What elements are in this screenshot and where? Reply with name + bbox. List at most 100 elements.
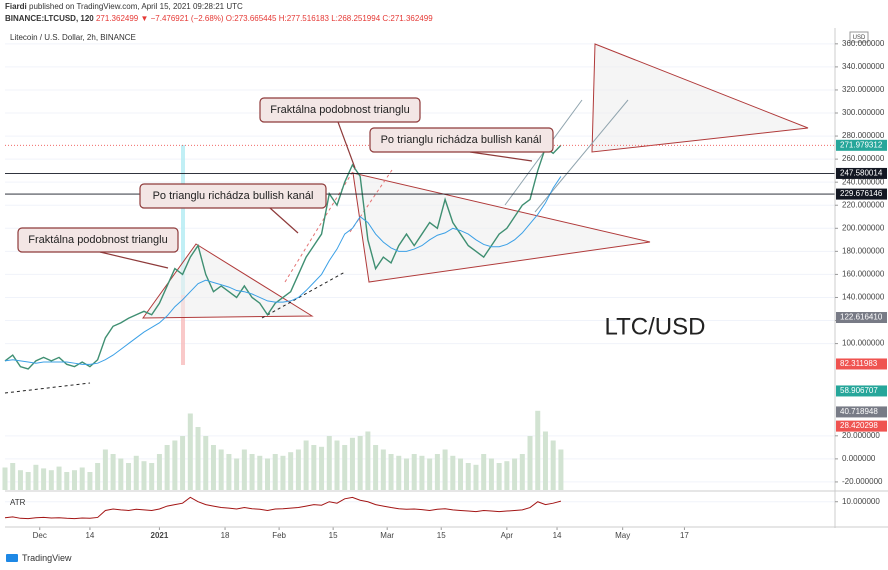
x-tick-label: 17 xyxy=(680,531,689,540)
volume-bar xyxy=(249,454,255,490)
y-tick-label: 0.000000 xyxy=(842,454,876,463)
volume-bar xyxy=(257,455,263,490)
volume-bar xyxy=(25,472,31,490)
logo xyxy=(6,554,18,562)
volume-bar xyxy=(164,445,170,490)
volume-bar xyxy=(488,458,494,490)
currency: USD xyxy=(853,35,866,41)
volume-bar xyxy=(373,445,379,490)
x-tick-label: 15 xyxy=(329,531,338,540)
price-tag xyxy=(836,188,887,200)
volume-bar xyxy=(56,466,62,490)
volume-bar xyxy=(311,445,317,490)
brand: TradingView xyxy=(22,553,72,563)
volume-bar xyxy=(558,449,564,490)
annotation: Po trianglu richádza bullish kanál xyxy=(381,134,542,146)
volume-bar xyxy=(458,458,464,490)
callout: Po trianglu richádza bullish kanál xyxy=(139,183,327,234)
y-tick-label: 20.000000 xyxy=(842,431,880,440)
volume-bar xyxy=(496,463,502,490)
volume-bar xyxy=(419,455,425,490)
highlight-band xyxy=(181,145,185,295)
volume-bar xyxy=(41,468,47,490)
axis: Dec 14 2021 18 Feb 15 Mar 15 Apr 14 May 17 360.00000… xyxy=(33,39,887,540)
price-tag-label: 229.676146 xyxy=(840,189,883,198)
volume-bar xyxy=(180,436,186,490)
grid xyxy=(5,43,835,530)
dashed-line xyxy=(4,382,91,394)
price-tag xyxy=(836,385,887,397)
x-tick-label: Dec xyxy=(33,531,47,540)
x-tick-label: 2021 xyxy=(151,531,169,540)
volume-bar xyxy=(48,470,54,490)
y-tick-label: 260.000000 xyxy=(842,154,885,163)
annotation: Po trianglu richádza bullish kanál xyxy=(153,190,314,202)
series-line xyxy=(4,144,562,370)
price-tag-label: 271.979312 xyxy=(840,140,883,149)
footer: TradingView xyxy=(6,553,72,563)
volume-bar xyxy=(95,463,101,490)
volume-bar xyxy=(527,436,533,490)
price-tag-label: 28.420298 xyxy=(840,421,878,430)
volume-bar xyxy=(79,467,85,490)
x-tick-label: Apr xyxy=(501,531,514,540)
volume-bar xyxy=(241,449,247,490)
callout: Po trianglu richádza bullish kanál xyxy=(369,127,554,162)
volume-bar xyxy=(326,436,332,490)
x-tick-label: May xyxy=(615,531,630,540)
price-tag xyxy=(836,167,887,179)
x-tick-label: 18 xyxy=(221,531,230,540)
volume-bar xyxy=(226,454,232,490)
price-tag xyxy=(836,139,887,151)
y-tick-label: 10.000000 xyxy=(842,497,880,506)
symbol: BINANCE:LTCUSD, 120 xyxy=(5,14,94,23)
price-change: 271.362499 ▼ −7.476921 (−2.68%) xyxy=(95,14,224,23)
y-tick-label: 320.000000 xyxy=(842,85,885,94)
volume-bar xyxy=(411,454,417,490)
volume-bar xyxy=(388,454,394,490)
volume-bar xyxy=(334,440,340,490)
volume-bar xyxy=(195,427,201,490)
volume-bar xyxy=(319,446,325,490)
price-tag-label: 247.580014 xyxy=(840,169,883,178)
header-line: Fiardi published on TradingView.com, Apr… xyxy=(5,2,243,11)
volume-bar xyxy=(2,467,8,490)
volume-bar xyxy=(403,458,409,490)
volume-bar xyxy=(265,458,271,490)
volume-bar xyxy=(172,440,178,490)
volume-bar xyxy=(303,440,309,490)
price-tag-label: 58.906707 xyxy=(840,386,878,395)
x-tick-label: 15 xyxy=(437,531,446,540)
volume-bar xyxy=(473,464,479,490)
y-tick-label: 240.000000 xyxy=(842,177,885,186)
triangle xyxy=(591,43,809,153)
volume-bar xyxy=(280,455,286,490)
volume-bar xyxy=(550,440,556,490)
y-tick-label: 280.000000 xyxy=(842,131,885,140)
annotation: Fraktálna podobnost trianglu xyxy=(28,234,167,246)
volume-bar xyxy=(234,458,240,490)
volume-bar xyxy=(71,470,77,490)
volume-bar xyxy=(481,454,487,490)
volume-bar xyxy=(203,436,209,490)
volume-bar xyxy=(126,463,132,490)
volume-bar xyxy=(512,458,518,490)
volume-bar xyxy=(133,455,139,490)
volume-bar xyxy=(10,463,16,490)
volume-bar xyxy=(349,437,355,490)
price-tag-label: 82.311983 xyxy=(840,359,878,368)
volume-bar xyxy=(450,455,456,490)
x-tick-label: 14 xyxy=(85,531,94,540)
y-tick-label: -20.000000 xyxy=(842,477,883,486)
y-tick-label: 180.000000 xyxy=(842,246,885,255)
chart: Fraktálna podobnost trianglu Po trianglu… xyxy=(2,28,888,563)
currency-box xyxy=(849,31,869,43)
triangle xyxy=(142,243,314,319)
volume-bar xyxy=(149,463,155,490)
volume-bar xyxy=(427,458,433,490)
ohlc: O:273.665445 H:277.516183 L:268.251994 C… xyxy=(225,14,433,23)
price-tag-label: 122.616410 xyxy=(840,313,883,322)
volume-bar xyxy=(535,410,541,490)
volume-bar xyxy=(342,445,348,490)
x-tick-label: Feb xyxy=(272,531,286,540)
